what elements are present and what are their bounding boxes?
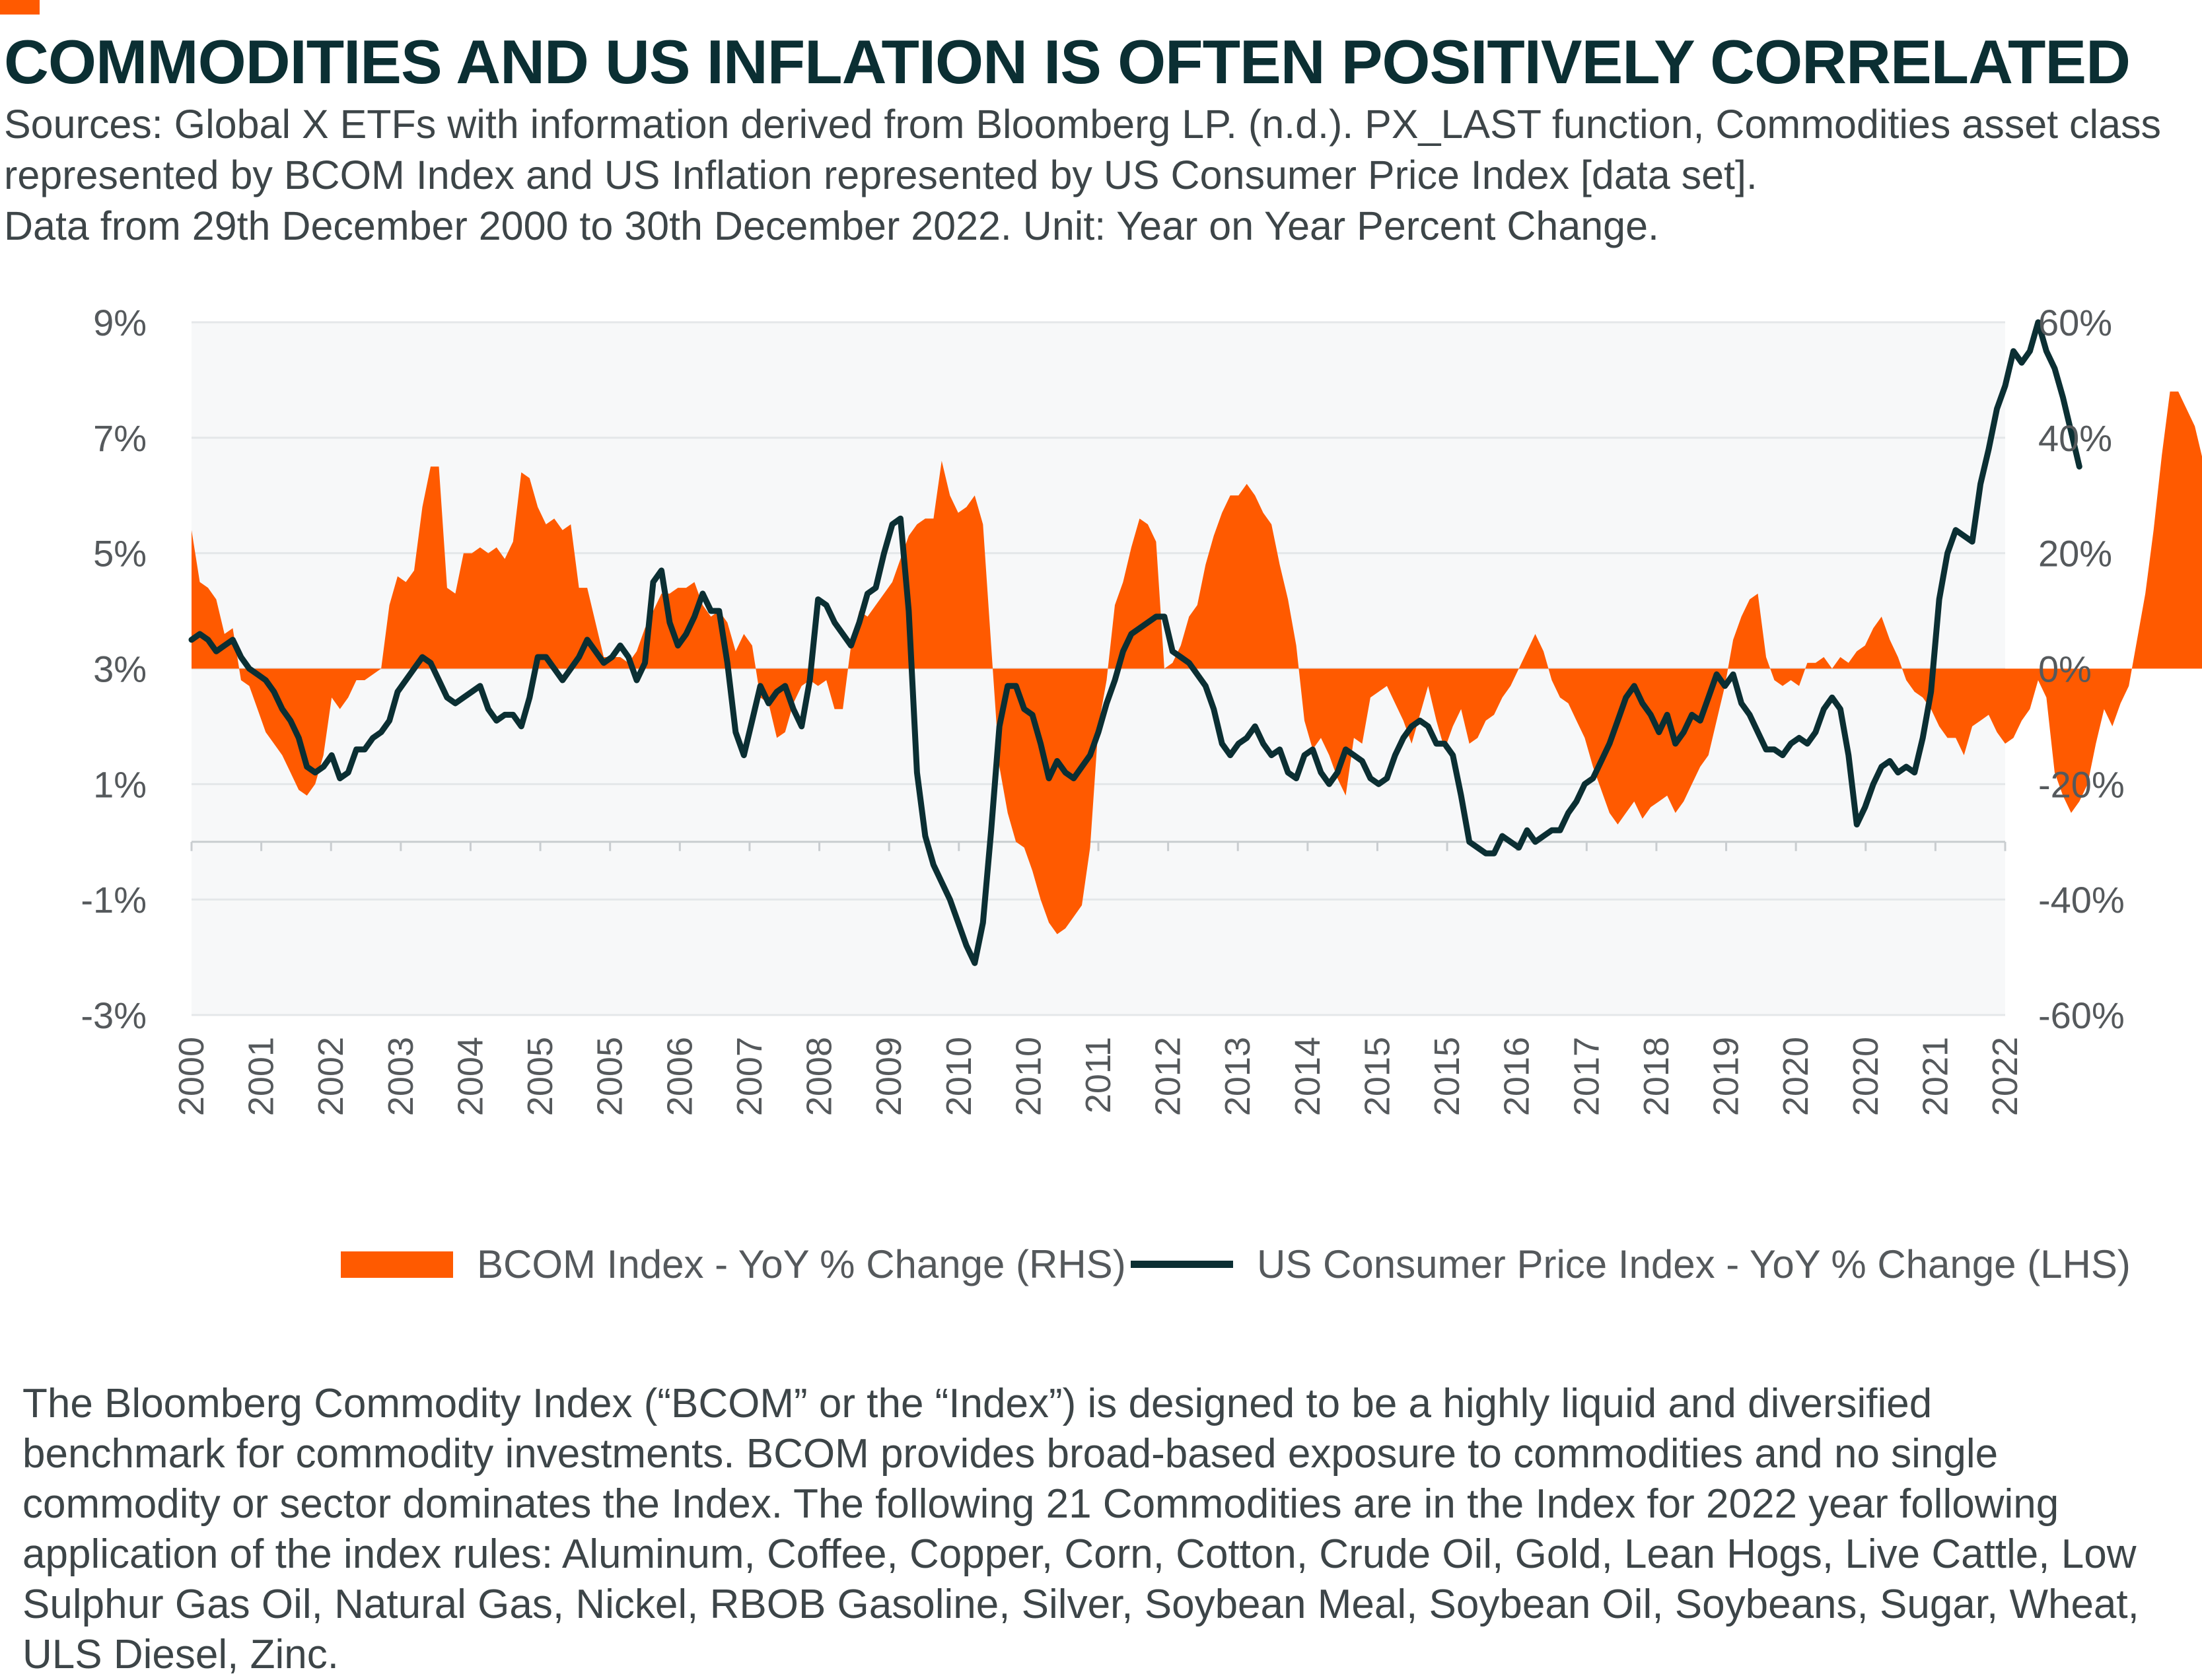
x-tick-label: 2012 <box>1149 1037 1188 1116</box>
x-tick-label: 2020 <box>1846 1037 1886 1116</box>
x-tick-label: 2000 <box>172 1037 211 1116</box>
x-tick-label: 2015 <box>1357 1037 1397 1116</box>
description-line: Sulphur Gas Oil, Natural Gas, Nickel, RB… <box>22 1582 2139 1627</box>
y-left-tick-label: 7% <box>93 417 147 459</box>
x-tick-label: 2017 <box>1567 1037 1606 1116</box>
x-tick-label: 2004 <box>450 1037 490 1116</box>
y-right-tick-label: -60% <box>2038 995 2125 1036</box>
sources-note: Sources: Global X ETFs with information … <box>4 99 2197 252</box>
y-right-tick-label: 20% <box>2038 533 2112 575</box>
x-tick-label: 2016 <box>1497 1037 1537 1116</box>
x-tick-label: 2007 <box>730 1037 769 1116</box>
sources-line: Sources: Global X ETFs with information … <box>4 102 2162 147</box>
x-tick-label: 2018 <box>1637 1037 1676 1116</box>
y-right-tick-label: 0% <box>2038 648 2092 690</box>
x-tick-label: 2001 <box>242 1037 281 1116</box>
x-tick-label: 2006 <box>660 1037 699 1116</box>
description-line: benchmark for commodity investments. BCO… <box>22 1431 1999 1477</box>
description-line: commodity or sector dominates the Index.… <box>22 1481 2059 1527</box>
x-tick-label: 2013 <box>1218 1037 1258 1116</box>
cpi-line <box>188 319 2082 966</box>
x-tick-label: 2020 <box>1776 1037 1816 1116</box>
x-tick-label: 2015 <box>1427 1037 1467 1116</box>
x-tick-label: 2009 <box>869 1037 909 1116</box>
bcom-area <box>192 391 2202 934</box>
x-tick-label: 2019 <box>1707 1037 1746 1116</box>
index-description: The Bloomberg Commodity Index (“BCOM” or… <box>22 1379 2176 1680</box>
bcom-swatch <box>341 1251 453 1278</box>
y-right-tick-label: 60% <box>2038 302 2112 343</box>
chart-title: COMMODITIES AND US INFLATION IS OFTEN PO… <box>4 27 2131 96</box>
sources-line: represented by BCOM Index and US Inflati… <box>4 153 1758 197</box>
y-left-tick-label: -3% <box>81 995 147 1036</box>
description-line: The Bloomberg Commodity Index (“BCOM” or… <box>22 1381 1933 1426</box>
x-tick-label: 2002 <box>311 1037 351 1116</box>
chart: -3% -1% 1% 3% 5% 7% 9% -60% -40% -20% 0% 20% 40% 60% 2… <box>81 302 2202 1116</box>
x-tick-label: 2010 <box>939 1037 979 1116</box>
legend-item-cpi: US Consumer Price Index - YoY % Change (… <box>1131 1242 2131 1287</box>
chart-marks <box>188 319 2202 966</box>
x-tick-label: 2014 <box>1288 1037 1328 1116</box>
y-left-tick-label: -1% <box>81 879 147 921</box>
y-right-tick-label: -40% <box>2038 879 2125 921</box>
y-left-tick-label: 5% <box>93 533 147 575</box>
x-tick-label: 2005 <box>520 1037 560 1116</box>
x-tick-label: 2003 <box>381 1037 421 1116</box>
x-tick-label: 2021 <box>1915 1037 1955 1116</box>
legend: BCOM Index - YoY % Change (RHS) US Consu… <box>0 1242 2202 1294</box>
description-line: application of the index rules: Aluminum… <box>22 1531 2137 1577</box>
y-left-tick-label: 1% <box>93 763 147 805</box>
legend-item-bcom: BCOM Index - YoY % Change (RHS) <box>341 1242 1126 1287</box>
x-tick-label: 2010 <box>1009 1037 1048 1116</box>
y-right-tick-label: -20% <box>2038 763 2125 805</box>
x-tick-label: 2008 <box>800 1037 839 1116</box>
y-right-tick-label: 40% <box>2038 417 2112 459</box>
legend-label-cpi: US Consumer Price Index - YoY % Change (… <box>1257 1242 2131 1286</box>
x-tick-label: 2022 <box>1985 1037 2025 1116</box>
x-tick-label: 2011 <box>1079 1037 1118 1113</box>
accent-bar <box>0 0 40 15</box>
sources-line: Data from 29th December 2000 to 30th Dec… <box>4 203 1659 248</box>
x-tick-label: 2005 <box>590 1037 630 1116</box>
y-left-tick-label: 9% <box>93 302 147 343</box>
legend-label-bcom: BCOM Index - YoY % Change (RHS) <box>477 1242 1126 1286</box>
cpi-swatch <box>1131 1261 1233 1268</box>
description-line: ULS Diesel, Zinc. <box>22 1632 339 1677</box>
y-left-tick-label: 3% <box>93 648 147 690</box>
axes: -3% -1% 1% 3% 5% 7% 9% -60% -40% -20% 0% 20% 40% 60% 2… <box>81 302 2124 1116</box>
